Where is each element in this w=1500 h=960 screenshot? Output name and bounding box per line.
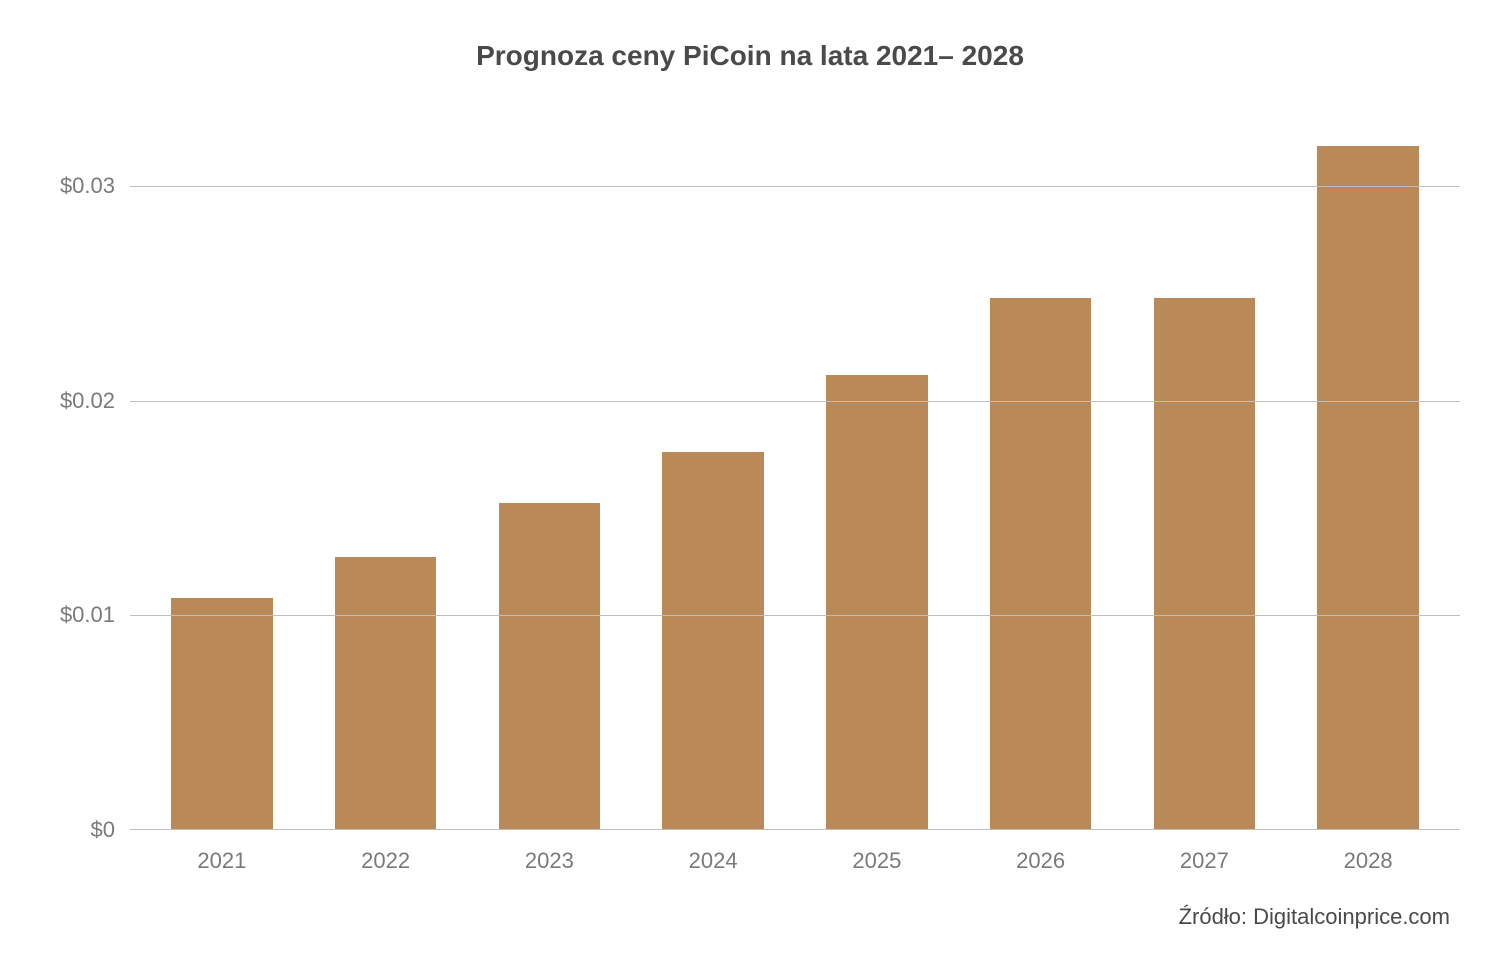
bar-slot	[468, 122, 632, 829]
chart-title: Prognoza ceny PiCoin na lata 2021– 2028	[40, 40, 1460, 72]
plot-area: $0$0.01$0.02$0.03	[40, 122, 1460, 830]
bar	[1154, 298, 1256, 829]
gridline	[130, 615, 1460, 616]
x-tick-label: 2023	[468, 848, 632, 874]
bar	[1317, 146, 1419, 829]
y-axis: $0$0.01$0.02$0.03	[40, 122, 130, 830]
bar	[171, 598, 273, 829]
bar-slot	[140, 122, 304, 829]
x-tick-label: 2027	[1123, 848, 1287, 874]
y-tick-label: $0.03	[60, 173, 115, 199]
bar-slot	[959, 122, 1123, 829]
chart-container: Prognoza ceny PiCoin na lata 2021– 2028 …	[40, 30, 1460, 930]
gridline	[130, 401, 1460, 402]
bars-wrap	[130, 122, 1460, 829]
plot-inner	[130, 122, 1460, 830]
bar	[826, 375, 928, 829]
x-axis: 20212022202320242025202620272028	[40, 848, 1460, 874]
source-label: Źródło: Digitalcoinprice.com	[40, 904, 1460, 930]
x-tick-label: 2021	[140, 848, 304, 874]
y-tick-label: $0.01	[60, 602, 115, 628]
bar-slot	[631, 122, 795, 829]
x-labels: 20212022202320242025202620272028	[130, 848, 1460, 874]
y-tick-label: $0	[91, 817, 115, 843]
x-tick-label: 2022	[304, 848, 468, 874]
bar	[662, 452, 764, 829]
x-tick-label: 2025	[795, 848, 959, 874]
bar	[335, 557, 437, 829]
bar	[499, 503, 601, 829]
bar	[990, 298, 1092, 829]
y-tick-label: $0.02	[60, 388, 115, 414]
x-tick-label: 2028	[1286, 848, 1450, 874]
gridline	[130, 186, 1460, 187]
x-tick-label: 2026	[959, 848, 1123, 874]
bar-slot	[304, 122, 468, 829]
bar-slot	[1123, 122, 1287, 829]
bar-slot	[1286, 122, 1450, 829]
x-tick-label: 2024	[631, 848, 795, 874]
bar-slot	[795, 122, 959, 829]
